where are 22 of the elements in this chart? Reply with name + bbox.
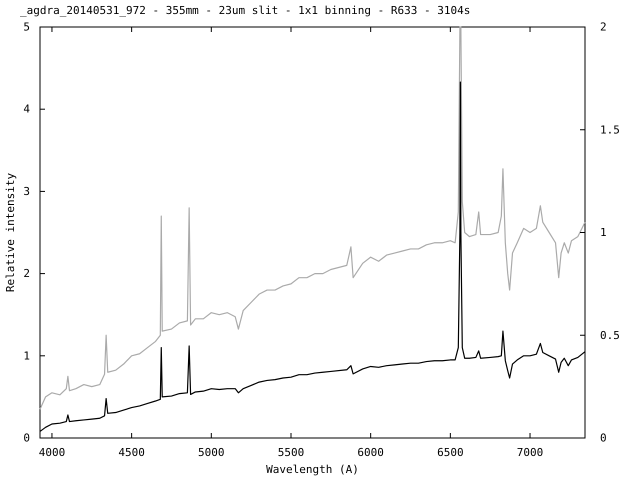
x-tick-label: 5500 [278,446,304,459]
y-tick-label: 1 [23,349,30,362]
chart-title: _agdra_20140531_972 - 355mm - 23um slit - 1x1 binning - R633 - 3104s [20,4,470,17]
y-tick-label: 4 [23,102,30,116]
y-axis-title: Relative intensity [4,172,17,292]
x-tick-label: 5000 [198,446,225,459]
x-tick-label: 4000 [38,446,66,459]
y2-tick-label: 0 [600,432,607,445]
x-tick-label: 6500 [437,446,464,459]
y-tick-label: 3 [23,184,30,198]
x-tick-label: 6000 [357,446,384,459]
y-tick-label: 5 [23,20,30,34]
y-tick-label: 2 [23,267,30,280]
y2-tick-label: 0.5 [600,328,620,342]
x-axis-title: Wavelength (A) [266,463,359,476]
x-tick-label: 4500 [118,446,145,459]
y2-tick-label: 2 [600,20,607,34]
line-series [39,26,586,410]
y-tick-label: 0 [23,432,30,445]
y2-tick-label: 1 [600,226,607,240]
x-tick-label: 7000 [516,446,544,459]
y2-tick-label: 1.5 [600,123,620,136]
